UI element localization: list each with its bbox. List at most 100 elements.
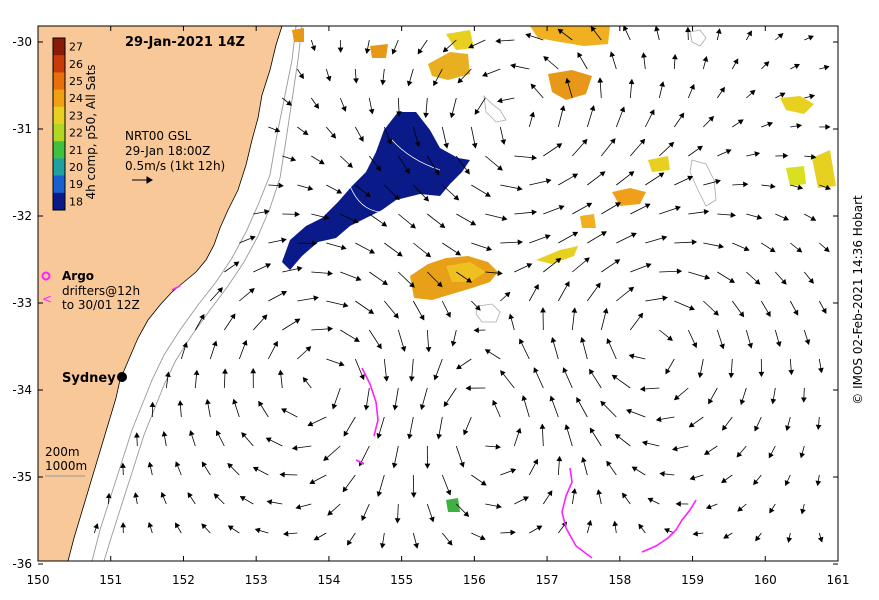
current-arrowhead (274, 127, 281, 133)
current-arrowhead (523, 496, 529, 502)
current-arrowhead (697, 372, 704, 379)
current-arrowhead (486, 245, 493, 252)
current-arrowhead (825, 124, 831, 130)
sydney-marker-icon (117, 372, 127, 382)
y-tick-label: -34 (12, 383, 32, 397)
map-title: 29-Jan-2021 14Z (125, 35, 245, 50)
current-arrowhead (536, 525, 543, 531)
current-arrowhead (558, 205, 565, 211)
argo-marker-icon (41, 271, 51, 281)
current-arrowhead (521, 395, 528, 401)
current-arrowhead (543, 56, 550, 62)
current-arrowhead (484, 349, 491, 355)
current-arrowhead (747, 342, 753, 349)
current-arrowhead (770, 183, 776, 190)
current-arrowhead (510, 529, 516, 536)
current-arrowhead (133, 492, 139, 498)
current-arrowhead (307, 421, 314, 427)
current-arrowhead (559, 105, 566, 111)
current-arrowhead (174, 522, 181, 529)
current-arrowhead (645, 263, 652, 269)
current-source-label: NRT00 GSL (125, 129, 192, 143)
warm-sst-patch (530, 26, 610, 46)
current-arrowhead (555, 257, 562, 264)
warm-sst-patch (812, 150, 836, 188)
current-arrowhead (630, 232, 637, 238)
current-arrowhead (323, 455, 330, 461)
current-arrowhead (810, 153, 817, 160)
current-arrowhead (581, 456, 587, 463)
current-arrowhead (572, 173, 579, 179)
current-arrowhead (672, 53, 678, 60)
current-arrowhead (327, 509, 334, 516)
current-arrowhead (801, 397, 807, 403)
current-arrowhead (610, 138, 616, 145)
current-arrowhead (719, 343, 725, 350)
current-arrowhead (177, 400, 184, 406)
current-arrowhead (265, 263, 272, 269)
warm-sst-patch (536, 246, 578, 264)
x-tick-label: 161 (827, 573, 850, 587)
current-arrowhead (619, 106, 626, 113)
current-arrowhead (510, 63, 516, 69)
colorbar-swatch (53, 124, 65, 142)
colorbar-swatch (53, 55, 65, 73)
current-arrowhead (779, 92, 786, 98)
current-arrowhead (565, 77, 571, 84)
current-arrowhead (810, 215, 817, 221)
current-arrowhead (302, 376, 309, 383)
current-arrowhead (266, 499, 273, 505)
current-arrowhead (556, 143, 563, 149)
current-arrowhead (407, 433, 413, 440)
current-arrowhead (294, 211, 301, 218)
colorbar-tick-label: 19 (69, 178, 83, 191)
current-arrowhead (342, 486, 349, 493)
current-arrowhead (495, 443, 502, 450)
current-arrowhead (434, 169, 440, 176)
current-arrowhead (414, 141, 421, 148)
drifter-period-label: to 30/01 12Z (62, 298, 140, 312)
current-arrowhead (749, 89, 756, 96)
colorbar-tick-label: 23 (69, 109, 83, 122)
current-time-label: 29-Jan 18:00Z (125, 144, 210, 158)
current-arrowhead (165, 371, 171, 378)
current-arrowhead (589, 427, 596, 434)
current-arrowhead (815, 424, 822, 431)
x-tick-label: 155 (390, 573, 413, 587)
current-arrowhead (800, 508, 806, 515)
current-arrowhead (497, 270, 503, 277)
current-arrowhead (739, 399, 746, 406)
current-arrowhead (311, 240, 318, 247)
current-arrowhead (614, 433, 621, 440)
current-arrowhead (581, 138, 588, 145)
land-area (37, 25, 283, 562)
current-arrowhead (823, 64, 830, 71)
y-axis: -30 -31 -32 -33 -34 -35 -36 (12, 35, 838, 571)
current-arrowhead (353, 78, 359, 84)
current-arrowhead (768, 452, 774, 459)
current-arrowhead (309, 478, 316, 485)
colorbar-swatch (53, 106, 65, 125)
drifter-tracks (171, 285, 697, 559)
current-arrowhead (187, 492, 193, 499)
current-arrowhead (626, 408, 632, 415)
current-arrowhead (659, 81, 665, 87)
current-arrowhead (785, 425, 791, 432)
current-arrowhead (331, 403, 338, 410)
current-arrowhead (217, 287, 223, 293)
current-arrowhead (278, 182, 284, 189)
current-arrowhead (770, 398, 777, 405)
current-arrowhead (589, 368, 595, 375)
current-arrowhead (654, 25, 660, 32)
current-arrowhead (355, 275, 362, 282)
current-arrowhead (189, 430, 195, 436)
current-arrowhead (602, 307, 609, 314)
current-arrowhead (728, 372, 735, 379)
colorbar: 27 26 25 24 23 22 21 20 19 18 (52, 37, 83, 211)
current-arrowhead (596, 489, 602, 495)
current-arrowhead (391, 48, 397, 55)
current-arrowhead (161, 430, 168, 437)
current-arrowhead (400, 346, 407, 352)
current-arrowhead (212, 340, 218, 347)
current-arrowhead (342, 302, 349, 308)
